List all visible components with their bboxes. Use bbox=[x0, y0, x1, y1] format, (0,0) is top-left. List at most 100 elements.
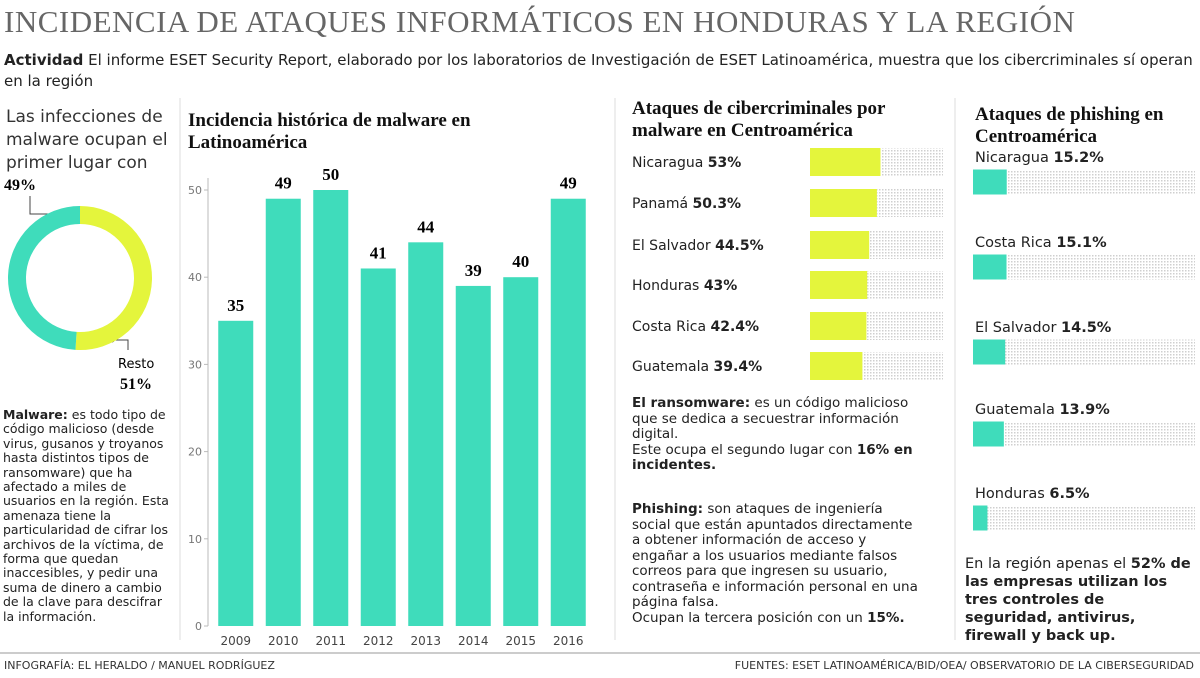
note-text: En la región apenas el bbox=[965, 556, 1127, 572]
y-tick-label: 0 bbox=[195, 620, 202, 633]
bar bbox=[218, 320, 254, 626]
donut-title: Las infecciones de malware ocupan el pri… bbox=[6, 107, 168, 173]
x-tick-label: 2016 bbox=[553, 634, 584, 648]
region-note: En la región apenas el 52% de las empres… bbox=[965, 555, 1193, 645]
category-label: Nicaragua bbox=[632, 155, 703, 171]
category-label: Guatemala bbox=[975, 402, 1055, 418]
y-tick-label: 20 bbox=[188, 446, 202, 459]
note-text: es todo tipo de código malicioso (desde … bbox=[3, 407, 169, 624]
bar bbox=[973, 169, 1007, 195]
bar bbox=[973, 421, 1004, 447]
bar-value-label: 35 bbox=[227, 296, 244, 315]
phishing-chart-title: Ataques de phishing en Centroamérica bbox=[975, 104, 1164, 147]
bar-label: Honduras 6.5% bbox=[975, 486, 1090, 502]
value-label: 15.2% bbox=[1053, 150, 1104, 166]
note-highlight: 52% de las empresas utilizan los tres co… bbox=[965, 556, 1191, 644]
bar-chart-title: Incidencia histórica de malware en Latin… bbox=[188, 110, 471, 153]
donut-category-label: Resto bbox=[118, 357, 154, 372]
x-tick-label: 2012 bbox=[363, 634, 394, 648]
note-text: son ataques de ingeniería social que est… bbox=[632, 501, 918, 610]
bar-track bbox=[973, 505, 1195, 531]
bar bbox=[550, 198, 586, 626]
bar bbox=[810, 312, 867, 340]
value-label: 14.5% bbox=[1061, 320, 1112, 336]
page-title: INCIDENCIA DE ATAQUES INFORMÁTICOS EN HO… bbox=[4, 4, 1076, 39]
y-tick-label: 10 bbox=[188, 533, 202, 546]
bar-label: El Salvador 14.5% bbox=[975, 320, 1112, 336]
note-term: Phishing: bbox=[632, 501, 704, 517]
y-tick-label: 40 bbox=[188, 271, 202, 284]
bar-track bbox=[973, 421, 1195, 447]
lead-term: Actividad bbox=[4, 51, 84, 69]
x-tick-label: 2010 bbox=[268, 634, 299, 648]
donut-value-label: 51% bbox=[120, 376, 152, 393]
donut-value-label: 49% bbox=[4, 177, 36, 194]
category-label: Guatemala bbox=[632, 359, 709, 375]
bar-track bbox=[973, 339, 1195, 365]
bar bbox=[810, 352, 863, 380]
bar-value-label: 49 bbox=[275, 174, 292, 193]
note-text: Este ocupa el segundo lugar con bbox=[632, 441, 853, 458]
bar-label: Guatemala 13.9% bbox=[975, 402, 1110, 418]
bar bbox=[313, 190, 349, 626]
malware-note: Malware: es todo tipo de código malicios… bbox=[3, 407, 175, 624]
bar-value-label: 41 bbox=[370, 243, 387, 262]
value-label: 39.4% bbox=[714, 359, 763, 375]
bar-value-label: 39 bbox=[465, 261, 482, 280]
bar bbox=[265, 198, 301, 626]
bar bbox=[360, 268, 396, 626]
y-tick-label: 50 bbox=[188, 184, 202, 197]
bar-track bbox=[973, 254, 1195, 280]
bar bbox=[810, 231, 870, 259]
leader-line bbox=[112, 339, 129, 350]
note-term: Malware: bbox=[3, 407, 68, 422]
bar-value-label: 49 bbox=[560, 174, 577, 193]
sources: FUENTES: ESET LATINOAMÉRICA/BID/OEA/ OBS… bbox=[734, 659, 1194, 672]
x-tick-label: 2013 bbox=[410, 634, 441, 648]
donut-segment bbox=[75, 206, 152, 350]
value-label: 42.4% bbox=[711, 319, 760, 335]
bar-label: Costa Rica 15.1% bbox=[975, 235, 1107, 251]
bar-value-label: 50 bbox=[322, 165, 339, 184]
note-highlight: 16% en incidentes. bbox=[632, 441, 913, 473]
bar bbox=[973, 254, 1007, 280]
category-label: Honduras bbox=[975, 486, 1045, 502]
value-label: 13.9% bbox=[1059, 402, 1110, 418]
hbar-chart-title: Ataques de cibercriminales por malware e… bbox=[632, 98, 886, 141]
bar-label: El Salvador 44.5% bbox=[632, 238, 764, 254]
bar-label: Nicaragua 53% bbox=[632, 155, 741, 171]
bar bbox=[810, 148, 881, 176]
category-label: Costa Rica bbox=[975, 235, 1052, 251]
bar-label: Nicaragua 15.2% bbox=[975, 150, 1104, 166]
credit: INFOGRAFÍA: EL HERALDO / MANUEL RODRÍGUE… bbox=[4, 659, 275, 672]
category-label: Nicaragua bbox=[975, 150, 1049, 166]
x-tick-label: 2015 bbox=[505, 634, 536, 648]
bar-value-label: 44 bbox=[417, 217, 435, 236]
bar bbox=[408, 242, 444, 626]
bar-label: Panamá 50.3% bbox=[632, 196, 741, 212]
bar bbox=[455, 285, 491, 626]
category-label: El Salvador bbox=[632, 238, 711, 254]
bar bbox=[973, 505, 988, 531]
note-text: es un código malicioso que se dedica a s… bbox=[632, 395, 909, 442]
value-label: 44.5% bbox=[715, 238, 764, 254]
lead-text: El informe ESET Security Report, elabora… bbox=[4, 51, 1193, 90]
bar bbox=[973, 339, 1006, 365]
bar bbox=[503, 277, 539, 626]
bar-track bbox=[973, 169, 1195, 195]
category-label: Panamá bbox=[632, 196, 688, 212]
x-tick-label: 2009 bbox=[220, 634, 251, 648]
bar-value-label: 40 bbox=[512, 252, 529, 271]
value-label: 53% bbox=[708, 155, 742, 171]
ransomware-note: El ransomware: es un código malicioso qu… bbox=[632, 395, 932, 474]
bar-label: Costa Rica 42.4% bbox=[632, 319, 759, 335]
value-label: 15.1% bbox=[1056, 235, 1107, 251]
note-highlight: 15%. bbox=[867, 609, 905, 626]
phishing-note: Phishing: son ataques de ingeniería soci… bbox=[632, 501, 922, 626]
category-label: Honduras bbox=[632, 278, 699, 294]
bar bbox=[810, 271, 868, 299]
bar-label: Honduras 43% bbox=[632, 278, 737, 294]
note-text: Ocupan la tercera posición con un bbox=[632, 609, 863, 626]
